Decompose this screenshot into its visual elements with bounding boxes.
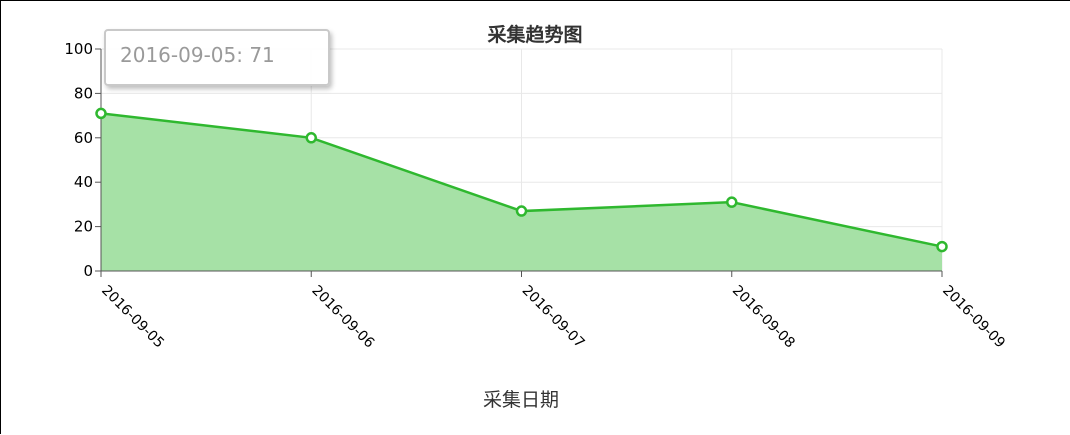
data-points[interactable]	[95, 107, 948, 253]
data-point[interactable]	[95, 107, 107, 120]
y-tick-label: 60	[74, 129, 93, 147]
y-tick-label: 20	[74, 218, 93, 236]
x-tick-label: 2016-09-07	[519, 283, 588, 352]
x-tick-label: 2016-09-08	[729, 283, 798, 352]
x-tick-label: 2016-09-09	[939, 283, 1008, 352]
y-tick-label: 80	[74, 84, 93, 102]
chart-title: 采集趋势图	[487, 23, 582, 46]
y-tick-label: 0	[83, 262, 93, 280]
data-point[interactable]	[726, 196, 738, 208]
series-area	[101, 113, 942, 271]
tooltip: 2016-09-05: 71	[104, 29, 330, 86]
x-tick-label: 2016-09-05	[98, 283, 167, 352]
data-point[interactable]	[936, 240, 948, 253]
x-tick-label: 2016-09-06	[308, 283, 377, 352]
y-tick-label: 100	[64, 40, 93, 58]
y-tick-label: 40	[74, 173, 93, 191]
x-axis-label: 采集日期	[483, 389, 559, 411]
data-point[interactable]	[515, 205, 528, 217]
data-point[interactable]	[305, 132, 317, 144]
